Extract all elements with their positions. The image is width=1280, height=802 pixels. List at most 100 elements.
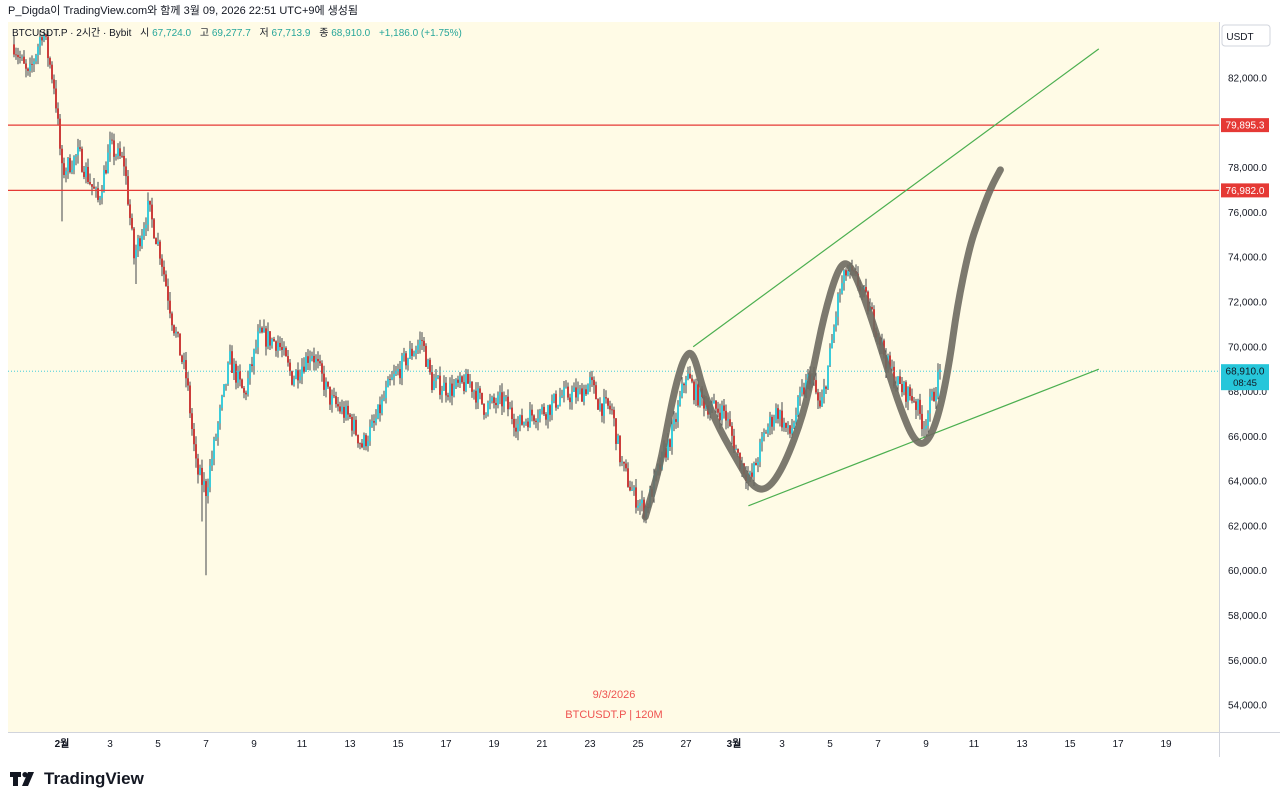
- candle: [927, 410, 929, 434]
- time-tick-label: 19: [488, 739, 500, 750]
- candle-body: [273, 338, 275, 342]
- candle: [835, 311, 837, 332]
- candle-body: [761, 436, 763, 443]
- candle: [21, 54, 23, 62]
- candle-body: [749, 472, 751, 476]
- candle: [29, 57, 31, 77]
- candle: [673, 411, 675, 432]
- candle-body: [693, 381, 695, 401]
- candle-body: [617, 435, 619, 444]
- candle: [57, 102, 59, 125]
- candle-body: [323, 373, 325, 390]
- candle: [243, 385, 245, 399]
- candle: [795, 407, 797, 426]
- projection-brush-stroke[interactable]: [641, 166, 1004, 521]
- candle-body: [629, 486, 631, 491]
- candle: [115, 153, 117, 161]
- candle-body: [37, 46, 39, 56]
- trend-line[interactable]: [748, 368, 1100, 507]
- candle: [575, 378, 577, 404]
- candle-body: [667, 439, 669, 458]
- candle-body: [43, 34, 45, 41]
- time-tick-label: 3: [107, 739, 113, 750]
- candle-body: [225, 383, 227, 385]
- candles: [13, 30, 941, 576]
- candle-body: [421, 339, 423, 341]
- time-tick-label: 13: [1016, 739, 1028, 750]
- time-axis[interactable]: [8, 732, 1219, 757]
- tradingview-logo-icon: [10, 772, 34, 786]
- candle-body: [143, 228, 145, 236]
- candle: [477, 382, 479, 409]
- candle-body: [399, 369, 401, 379]
- candle: [97, 181, 99, 203]
- time-tick-label: 17: [440, 739, 452, 750]
- candle: [721, 400, 723, 426]
- candle: [355, 416, 357, 437]
- hand-drawn-projection: [641, 166, 1004, 521]
- candle: [471, 381, 473, 398]
- candle: [61, 144, 63, 222]
- candle: [415, 345, 417, 360]
- candle-body: [409, 348, 411, 359]
- currency-button[interactable]: [1221, 24, 1271, 47]
- candle-body: [757, 461, 759, 466]
- candle-body: [935, 396, 937, 402]
- tradingview-logo[interactable]: TradingView: [10, 767, 144, 791]
- candle: [519, 414, 521, 432]
- candle: [465, 368, 467, 393]
- candle: [827, 365, 829, 391]
- candle-body: [221, 395, 223, 408]
- trend-line[interactable]: [692, 48, 1100, 348]
- candle-body: [523, 422, 525, 425]
- candle: [679, 390, 681, 407]
- candle: [547, 404, 549, 429]
- candle: [599, 397, 601, 412]
- candle-body: [287, 356, 289, 363]
- plot-area[interactable]: [8, 22, 1219, 732]
- candle-body: [453, 385, 455, 396]
- candle-body: [455, 379, 457, 386]
- candle: [551, 394, 553, 421]
- legend-symbol[interactable]: BTCUSDT.P · 2시간 · Bybit: [12, 27, 132, 39]
- candle: [525, 418, 527, 426]
- candle-body: [509, 407, 511, 410]
- candle: [321, 360, 323, 382]
- candle: [221, 394, 223, 411]
- legend-open-value: 67,724.0: [152, 28, 191, 39]
- candle-body: [797, 397, 799, 415]
- candle-body: [137, 238, 139, 250]
- candle-body: [763, 432, 765, 437]
- candle: [533, 414, 535, 425]
- candle: [153, 218, 155, 239]
- candle: [113, 133, 115, 166]
- candle: [85, 162, 87, 184]
- price-chart[interactable]: 9/3/2026 BTCUSDT.P | 120M BTCUSDT.P · 2시…: [0, 22, 1280, 757]
- candle-body: [181, 355, 183, 362]
- price-tick-label: 64,000.0: [1228, 477, 1267, 488]
- candle: [139, 235, 141, 252]
- candle: [819, 392, 821, 409]
- candle-body: [419, 339, 421, 345]
- candle-body: [845, 270, 847, 276]
- candle: [259, 319, 261, 334]
- candle-body: [603, 397, 605, 416]
- candle-body: [209, 465, 211, 488]
- candle: [845, 268, 847, 281]
- candle-body: [451, 383, 453, 396]
- time-tick-label: 19: [1160, 739, 1172, 750]
- candle-body: [19, 57, 21, 58]
- candle-body: [525, 421, 527, 423]
- candle-body: [597, 399, 599, 410]
- candle-body: [481, 392, 483, 404]
- candle: [83, 166, 85, 180]
- candle: [317, 351, 319, 369]
- candle: [177, 331, 179, 338]
- candle: [73, 155, 75, 175]
- candle-body: [621, 461, 623, 463]
- candle: [571, 385, 573, 410]
- candle-body: [325, 381, 327, 390]
- candle: [251, 356, 253, 373]
- candle: [821, 389, 823, 408]
- candle-body: [39, 37, 41, 47]
